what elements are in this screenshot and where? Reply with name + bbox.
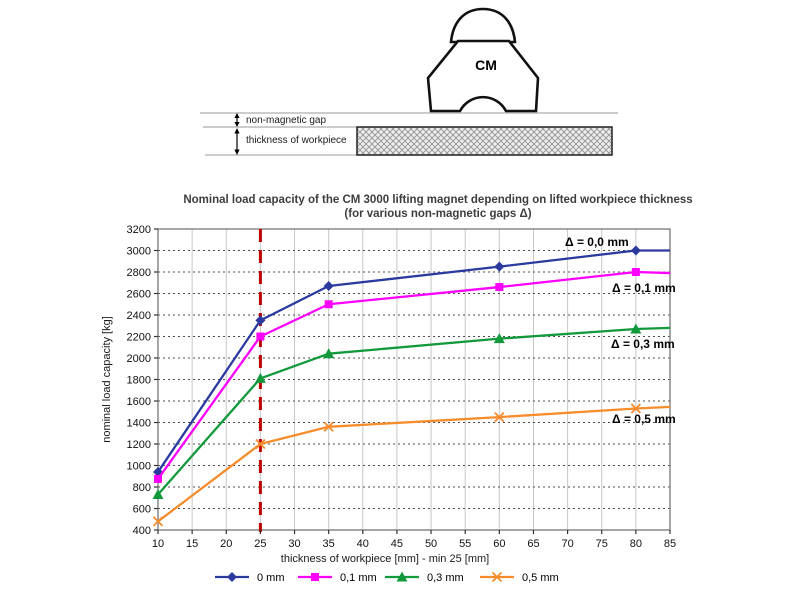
workpiece-label: thickness of workpiece [246,135,347,146]
y-tick-label: 2600 [127,289,151,301]
legend-label: 0,5 mm [522,572,559,584]
series-marker-0-5-mm [630,403,642,414]
magnet-lifting-eye [449,7,517,44]
series-marker-0-3-mm [323,348,335,359]
series-marker-0-3-mm [493,333,505,344]
series-marker-0-mm [494,261,505,272]
legend-item-0-mm: 0 mm [215,572,285,584]
x-tick-label: 30 [288,538,300,550]
y-tick-label: 2200 [127,332,151,344]
x-tick-label: 45 [391,538,403,550]
y-tick-label: 2800 [127,267,151,279]
series-line-0-1-mm [157,270,671,480]
x-tick-label: 55 [459,538,471,550]
gap-dimension-arrow [234,113,240,127]
y-tick-label: 1600 [127,396,151,408]
series-line-0-5-mm [157,405,671,523]
y-tick-label: 2400 [127,310,151,322]
y-tick-label: 1400 [127,418,151,430]
y-tick-label: 1000 [127,461,151,473]
x-tick-label: 65 [527,538,539,550]
y-tick-label: 1200 [127,439,151,451]
series-marker-0-1-mm [631,268,640,276]
magnet-label: CM [475,57,497,73]
x-tick-label: 70 [561,538,573,550]
y-tick-label: 800 [133,482,151,494]
series-marker-0-1-mm [495,283,504,292]
y-axis-label: nominal load capacity [kg] [101,316,113,443]
legend: 0 mm 0,1 mm 0,3 mm 0,5 mm [215,571,559,584]
legend-item-0-3-mm: 0,3 mm [385,571,464,584]
x-tick-label: 75 [596,538,608,550]
legend-item-0-1-mm: 0,1 mm [298,572,377,584]
annotation-0-mm: Δ = 0,0 mm [565,235,629,249]
series-marker-0-1-mm [324,300,333,309]
legend-label: 0,3 mm [427,572,464,584]
legend-marker-square [311,573,319,581]
x-axis-label: thickness of workpiece [mm] - min 25 [mm… [281,553,489,565]
annotation-0-5-mm: Δ = 0,5 mm [612,412,676,426]
legend-label: 0,1 mm [340,572,377,584]
thickness-dimension-arrow [234,128,240,155]
y-tick-label: 600 [133,504,151,516]
legend-item-0-5-mm: 0,5 mm [480,571,559,584]
annotation-0-3-mm: Δ = 0,3 mm [611,337,675,351]
series-marker-0-5-mm [152,516,164,527]
x-tick-label: 85 [664,538,676,550]
workpiece-rect [356,126,613,156]
x-tick-label: 80 [630,538,642,550]
series-marker-0-5-mm [494,411,505,423]
series-marker-0-mm [630,245,641,256]
series-marker-0-5-mm [255,438,266,450]
series-marker-0-1-mm [154,474,162,483]
legend-label: 0 mm [257,572,285,584]
x-tick-label: 60 [493,538,505,550]
series-line-0-mm [157,249,670,473]
load-capacity-chart: Nominal load capacity of the CM 3000 lif… [101,194,693,584]
y-tick-label: 3000 [127,246,151,258]
x-tick-label: 15 [186,538,198,550]
series-marker-0-mm [255,315,266,326]
magnet-body [426,39,540,113]
x-tick-label: 35 [323,538,335,550]
legend-marker-diamond [227,572,237,582]
chart-title-line1: Nominal load capacity of the CM 3000 lif… [183,194,692,206]
series-marker-0-3-mm [254,372,266,383]
plot-area: 10 15 20 25 30 35 40 45 50 55 60 65 70 75 80 85 400 600 80… [127,224,677,550]
series-marker-0-1-mm [256,332,265,341]
series-marker-0-5-mm [323,421,334,432]
y-tick-label: 1800 [127,375,151,387]
x-tick-label: 40 [357,538,369,550]
x-tick-label: 10 [152,538,164,550]
y-tick-label: 400 [133,525,151,537]
y-tick-label: 2000 [127,353,151,365]
series-marker-0-mm [323,280,334,291]
x-tick-label: 20 [220,538,232,550]
chart-title-line2: (for various non-magnetic gaps Δ) [344,208,531,220]
annotation-0-1-mm: Δ = 0,1 mm [612,281,676,295]
x-tick-label: 50 [425,538,437,550]
series-marker-0-3-mm [152,489,164,500]
magnet-diagram: CM non-magnetic gap thickness of workpie… [200,7,618,156]
y-tick-label: 3200 [127,224,151,236]
series-marker-0-3-mm [630,323,642,334]
x-tick-label: 25 [254,538,266,550]
gap-label: non-magnetic gap [246,115,326,126]
legend-marker-x [491,571,503,583]
series-line-0-3-mm [157,326,671,496]
legend-marker-triangle [396,571,408,582]
